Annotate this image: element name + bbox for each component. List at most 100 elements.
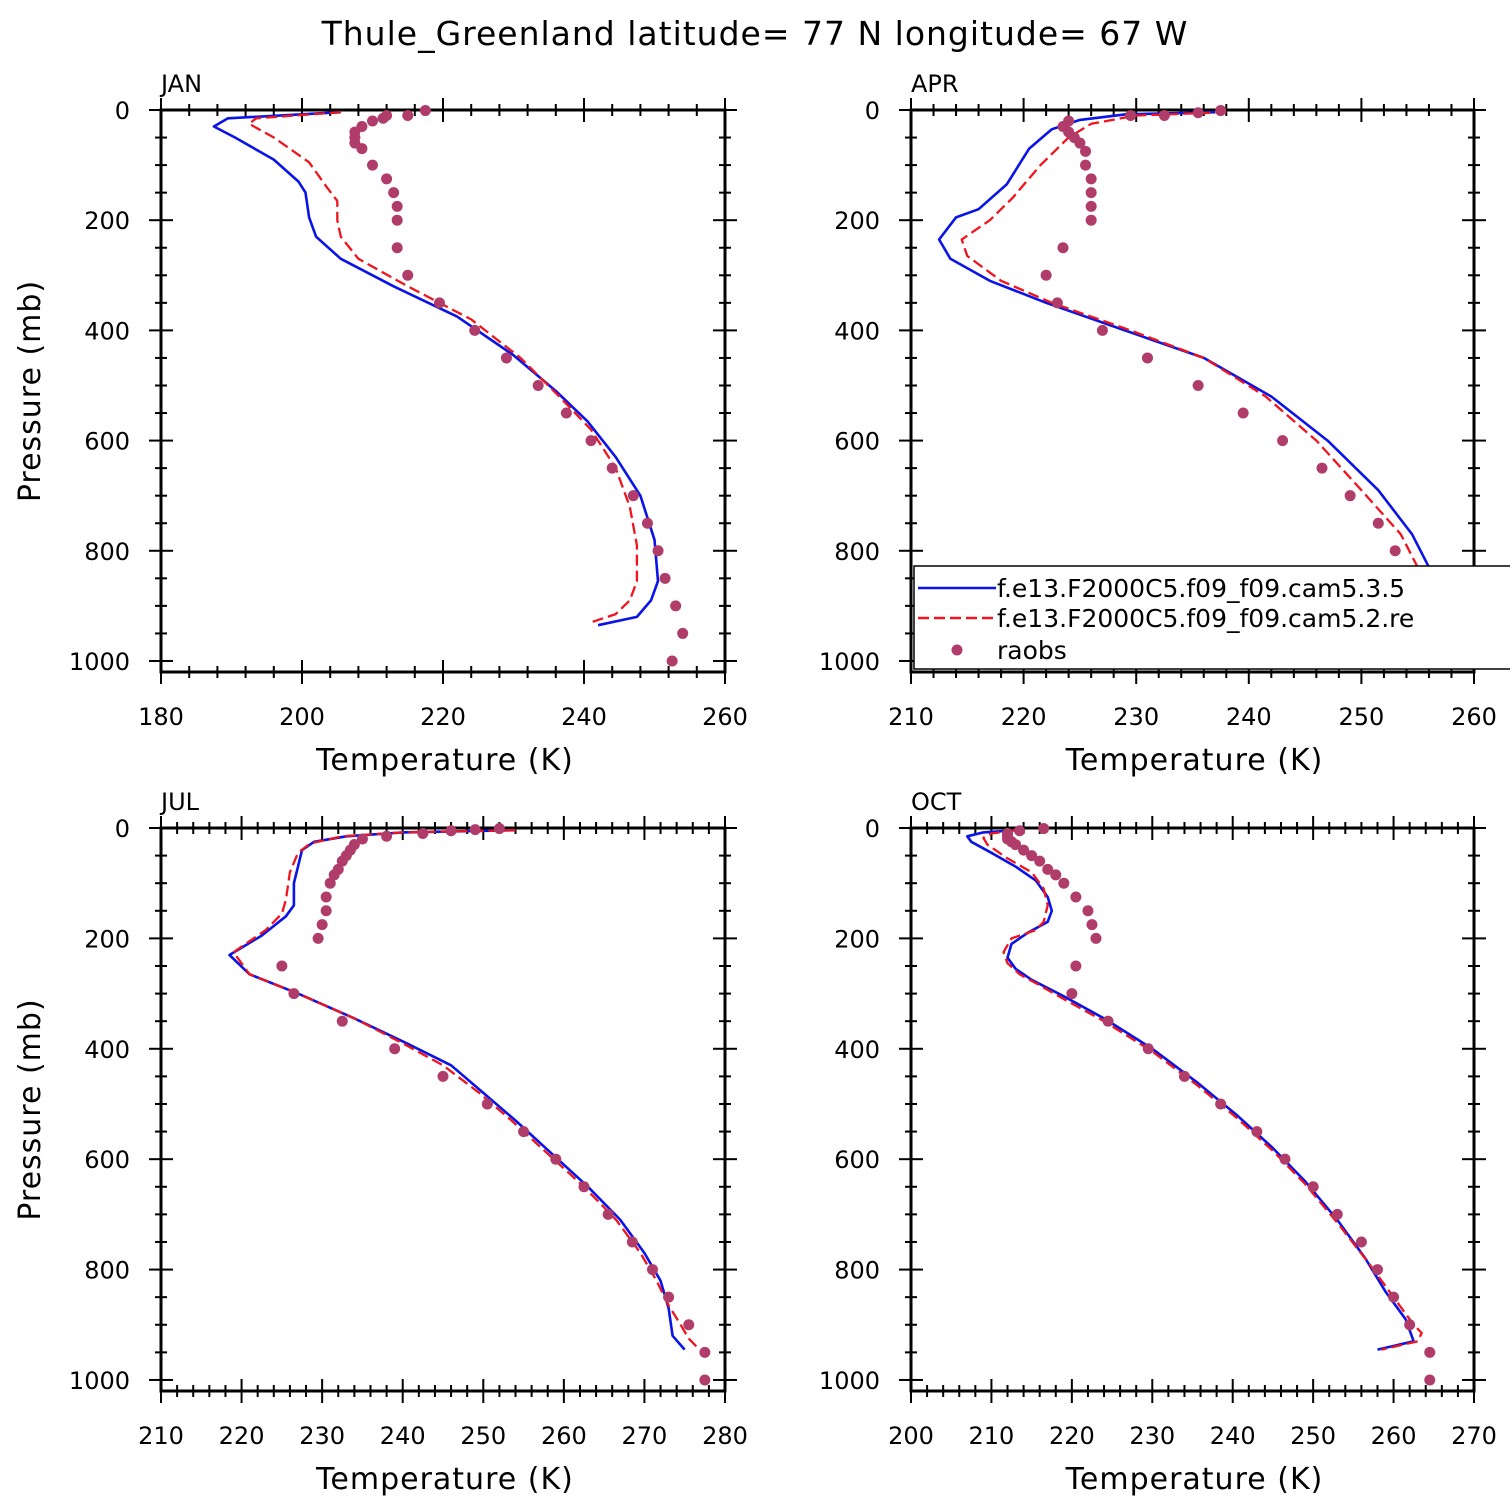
raobs-point <box>356 833 368 845</box>
cam5-2-line <box>982 829 1423 1351</box>
legend-label: raobs <box>997 636 1067 665</box>
x-tick-label: 200 <box>279 703 325 731</box>
raobs-point <box>1355 1236 1367 1248</box>
x-tick-label: 250 <box>460 1422 506 1450</box>
raobs-point <box>560 407 572 419</box>
raobs-point <box>1307 1181 1319 1193</box>
raobs-point <box>1058 877 1070 889</box>
raobs-point <box>1316 462 1328 474</box>
raobs-point <box>627 490 639 502</box>
raobs-point <box>1331 1208 1343 1220</box>
y-tick-label: 200 <box>84 925 130 953</box>
plot-frame <box>159 826 727 1393</box>
panel-oct: OCT 200 210 220 230 240 250 260 270 0 200 400 600 800… <box>819 788 1497 1497</box>
x-tick-label: 210 <box>888 703 934 731</box>
raobs-point <box>1251 1126 1263 1138</box>
legend-label: f.e13.F2000C5.f09_f09.cam5.3.5 <box>997 574 1405 603</box>
raobs-point <box>381 173 393 185</box>
legend-swatch-raobs <box>951 644 963 656</box>
raobs-point <box>1125 110 1137 122</box>
y-tick-label: 400 <box>84 1036 130 1064</box>
raobs-point <box>1080 145 1092 157</box>
raobs-point <box>1085 187 1097 199</box>
raobs-point <box>1042 863 1054 875</box>
raobs-point <box>1215 1098 1227 1110</box>
raobs-point <box>1389 545 1401 557</box>
raobs-point <box>320 891 332 903</box>
raobs-point <box>1424 1346 1436 1358</box>
y-tick-label: 1000 <box>819 1367 880 1395</box>
panel-label: APR <box>911 70 959 98</box>
y-tick-label: 600 <box>84 428 130 456</box>
x-tick-label: 230 <box>1113 703 1159 731</box>
y-tick-label: 800 <box>84 1257 130 1285</box>
raobs-point <box>1192 107 1204 119</box>
y-tick-label: 800 <box>834 538 880 566</box>
y-axis-label: Pressure (mb) <box>13 280 48 502</box>
raobs-point <box>1066 988 1078 1000</box>
raobs-point <box>367 115 378 127</box>
y-axis-label: Pressure (mb) <box>13 998 48 1220</box>
x-tick-label: 270 <box>622 1422 668 1450</box>
panel-label: JAN <box>159 70 202 98</box>
y-tick-label: 1000 <box>69 648 130 676</box>
raobs-point <box>1085 214 1097 226</box>
x-tick-label: 200 <box>888 1422 934 1450</box>
panel-jan: JAN 180 200 220 240 260 0 200 400 600 800 1000 Tempe… <box>13 70 748 778</box>
raobs-point <box>1085 173 1097 185</box>
raobs-point <box>1014 825 1026 837</box>
x-tick-label: 260 <box>1371 1422 1417 1450</box>
raobs-point <box>1018 844 1030 856</box>
x-tick-label: 250 <box>1290 1422 1336 1450</box>
raobs-point <box>670 600 682 612</box>
raobs-point <box>391 242 403 254</box>
x-tick-label: 270 <box>1451 1422 1497 1450</box>
raobs-point <box>389 1043 401 1055</box>
raobs-point <box>276 960 288 972</box>
raobs-point <box>419 105 431 117</box>
raobs-point <box>500 352 512 364</box>
raobs-point <box>316 919 328 931</box>
raobs-point <box>532 379 544 391</box>
raobs-point <box>367 159 378 171</box>
panel-label: JUL <box>159 788 200 816</box>
raobs-point <box>652 545 664 557</box>
x-tick-label: 230 <box>299 1422 345 1450</box>
x-tick-label: 210 <box>969 1422 1015 1450</box>
panels: JAN 180 200 220 240 260 0 200 400 600 800 1000 Tempe… <box>13 70 1510 1497</box>
legend: f.e13.F2000C5.f09_f09.cam5.3.5f.e13.F200… <box>913 565 1510 670</box>
raobs-point <box>1192 379 1204 391</box>
figure-title: Thule_Greenland latitude= 77 N longitude… <box>321 14 1189 53</box>
plot-frame <box>909 826 1476 1393</box>
raobs-point <box>659 572 671 584</box>
y-tick-label: 0 <box>115 815 130 843</box>
raobs-point <box>402 269 414 281</box>
x-tick-label: 260 <box>702 703 748 731</box>
raobs-point <box>578 1181 590 1193</box>
x-tick-label: 230 <box>1129 1422 1175 1450</box>
y-tick-label: 400 <box>84 317 130 345</box>
x-axis-label: Temperature (K) <box>1065 1462 1324 1497</box>
raobs-point <box>663 1291 675 1303</box>
raobs-point <box>1178 1070 1190 1082</box>
raobs-point <box>1080 159 1092 171</box>
raobs-point <box>1372 517 1384 529</box>
raobs-point <box>666 655 678 667</box>
raobs-point <box>381 830 393 842</box>
raobs-point <box>550 1153 562 1165</box>
raobs-point <box>1090 932 1102 944</box>
raobs-point <box>646 1264 658 1276</box>
raobs-point <box>606 462 618 474</box>
raobs-point <box>377 112 389 124</box>
x-tick-label: 220 <box>420 703 466 731</box>
raobs-point <box>1371 1264 1383 1276</box>
raobs-point <box>1404 1319 1416 1331</box>
raobs-point <box>1040 269 1052 281</box>
cam5-2-line <box>247 111 639 624</box>
raobs-point <box>1102 1015 1114 1027</box>
raobs-point <box>1038 823 1050 835</box>
raobs-point <box>602 1208 614 1220</box>
legend-label: f.e13.F2000C5.f09_f09.cam5.2.re <box>997 604 1414 633</box>
raobs-point <box>391 214 403 226</box>
raobs-point <box>1096 324 1108 336</box>
